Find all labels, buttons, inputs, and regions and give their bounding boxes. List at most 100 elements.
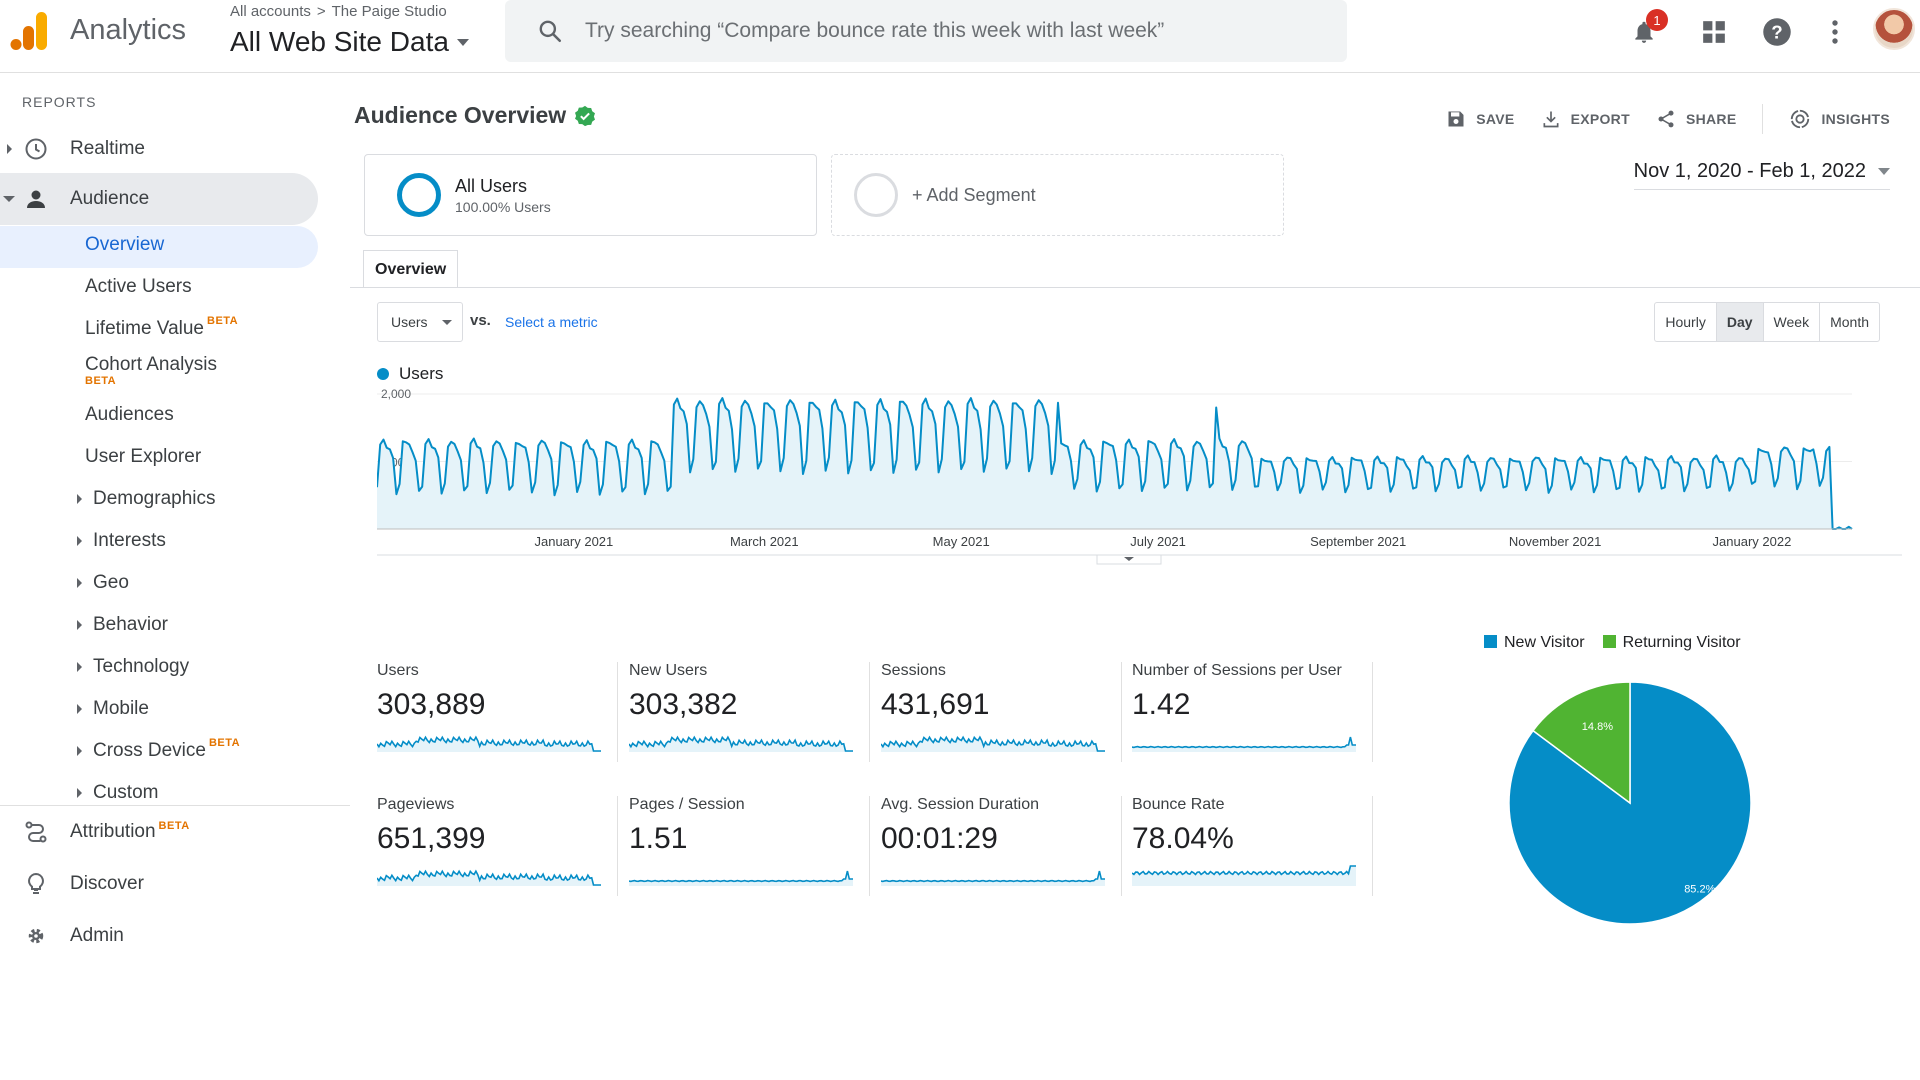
caret-right-icon [77, 536, 82, 546]
vs-label: vs. [470, 312, 491, 329]
sparkline-line [881, 870, 1105, 883]
scorecard-pages-session[interactable]: Pages / Session 1.51 [629, 796, 881, 906]
sidebar-item-geo[interactable]: Geo [77, 572, 129, 594]
sidebar-item-lifetime-value[interactable]: Lifetime Value BETA [85, 315, 239, 340]
sidebar-item-user-explorer[interactable]: User Explorer [85, 446, 202, 467]
granularity-hourly[interactable]: Hourly [1665, 314, 1706, 330]
scorecard-value: 303,382 [629, 688, 738, 721]
metric-select[interactable]: Users [377, 302, 463, 342]
scorecard-label: Avg. Session Duration [881, 796, 1040, 813]
sidebar-item-audiences[interactable]: Audiences [85, 404, 174, 425]
sidebar-item-active-users[interactable]: Active Users [85, 276, 192, 297]
sparkline [881, 870, 1105, 886]
scorecard-avg-session-duration[interactable]: Avg. Session Duration 00:01:29 [881, 796, 1133, 906]
caret-right-icon [77, 746, 82, 756]
add-segment-button[interactable]: + Add Segment [831, 154, 1284, 236]
scorecard-number-of-sessions-per-user[interactable]: Number of Sessions per User 1.42 [1132, 662, 1384, 772]
page-title: Audience Overview [354, 102, 596, 129]
scorecard-label: Pageviews [377, 796, 455, 813]
legend-returning-visitor-label: Returning Visitor [1622, 634, 1741, 651]
analytics-logo-icon [10, 12, 47, 50]
scorecard-bounce-rate[interactable]: Bounce Rate 78.04% [1132, 796, 1384, 906]
scorecard-divider [1372, 796, 1373, 896]
top-bar: Analytics All accounts > The Paige Studio … [0, 0, 1920, 73]
x-tick-label: January 2022 [1713, 534, 1792, 549]
beta-badge: BETA [158, 820, 190, 832]
property-selector[interactable]: All Web Site Data [230, 26, 469, 58]
granularity-toggle: Hourly Day Week Month [1654, 302, 1880, 342]
scorecard-value: 303,889 [377, 688, 486, 721]
avatar[interactable] [1873, 8, 1915, 50]
sidebar-item-custom[interactable]: Custom [77, 782, 158, 804]
beta-badge: BETA [207, 315, 239, 327]
pie-slice-label: 14.8% [1582, 721, 1613, 733]
scorecard-divider [617, 796, 618, 896]
users-area [377, 398, 1852, 529]
sidebar-item-interests[interactable]: Interests [77, 530, 166, 552]
granularity-week[interactable]: Week [1762, 303, 1820, 341]
caret-right-icon [77, 704, 82, 714]
save-icon [1448, 111, 1464, 127]
caret-right-icon [77, 788, 82, 798]
notifications-button[interactable]: 1 [1626, 9, 1668, 50]
scorecard-users[interactable]: Users 303,889 [377, 662, 629, 772]
tab-overview[interactable]: Overview [363, 250, 459, 288]
scorecard-pageviews[interactable]: Pageviews 651,399 [377, 796, 629, 906]
help-button[interactable]: ? [1759, 14, 1795, 50]
y-tick-label: 2,000 [381, 387, 411, 401]
help-icon: ? [1763, 18, 1791, 46]
x-tick-label: November 2021 [1509, 534, 1602, 549]
chevron-down-icon [1124, 557, 1134, 561]
granularity-day[interactable]: Day [1715, 303, 1763, 341]
scorecard-sessions[interactable]: Sessions 431,691 [881, 662, 1133, 772]
insights-button[interactable]: INSIGHTS [1789, 108, 1890, 130]
save-label: SAVE [1476, 111, 1515, 127]
sidebar: REPORTS Realtime Audience Overview Activ… [0, 74, 350, 946]
apps-button[interactable] [1696, 14, 1732, 50]
sidebar-item-behavior[interactable]: Behavior [77, 614, 168, 636]
scorecard-value: 431,691 [881, 688, 990, 721]
caret-right-icon [77, 494, 82, 504]
breadcrumb-all-accounts[interactable]: All accounts [230, 3, 311, 20]
sidebar-item-cohort-analysis[interactable]: Cohort Analysis [85, 354, 218, 375]
sidebar-item-overview[interactable]: Overview [85, 234, 165, 255]
save-button[interactable]: SAVE [1446, 109, 1514, 129]
sparkline [1132, 865, 1356, 886]
gear-icon [28, 928, 44, 944]
sidebar-item-mobile[interactable]: Mobile [77, 698, 149, 720]
date-range-picker[interactable]: Nov 1, 2020 - Feb 1, 2022 [1633, 160, 1890, 190]
x-tick-label: January 2021 [534, 534, 613, 549]
sparkline [377, 735, 601, 752]
sidebar-item-technology[interactable]: Technology [77, 656, 189, 678]
sidebar-item-label: Technology [93, 656, 190, 677]
sparkline-line [1132, 736, 1356, 749]
sidebar-item-label: Lifetime Value [85, 318, 204, 339]
granularity-month[interactable]: Month [1819, 303, 1879, 341]
sidebar-item-demographics[interactable]: Demographics [77, 488, 216, 510]
segment-all-users[interactable]: All Users 100.00% Users [364, 154, 817, 236]
scorecard-new-users[interactable]: New Users 303,382 [629, 662, 881, 772]
sidebar-item-cross-device[interactable]: Cross Device BETA [77, 737, 240, 762]
export-button[interactable]: EXPORT [1541, 109, 1630, 129]
pie-slice-label: 85.2% [1684, 884, 1715, 896]
search-bar[interactable] [505, 0, 1347, 62]
person-icon [27, 190, 45, 208]
caret-right-icon [77, 662, 82, 672]
chevron-down-icon [1878, 168, 1890, 175]
sparkline [377, 869, 601, 886]
sparkline-area [629, 871, 853, 886]
select-metric-link[interactable]: Select a metric [505, 314, 598, 330]
more-options-button[interactable] [1817, 14, 1853, 50]
share-button[interactable]: SHARE [1656, 109, 1737, 129]
pie-slice-returning-visitor[interactable] [1531, 681, 1631, 805]
sidebar-item-label: Cross Device [93, 740, 206, 761]
search-input[interactable] [585, 19, 1325, 43]
caret-down-icon [3, 196, 15, 202]
breadcrumb-account[interactable]: The Paige Studio [331, 3, 447, 20]
pie-legend: New Visitor Returning Visitor [1484, 634, 1741, 652]
legend-swatch [1484, 635, 1497, 648]
sparkline [629, 870, 853, 886]
download-icon [1543, 111, 1559, 128]
sidebar-item-label: Mobile [93, 698, 149, 719]
scorecard-divider [617, 662, 618, 762]
